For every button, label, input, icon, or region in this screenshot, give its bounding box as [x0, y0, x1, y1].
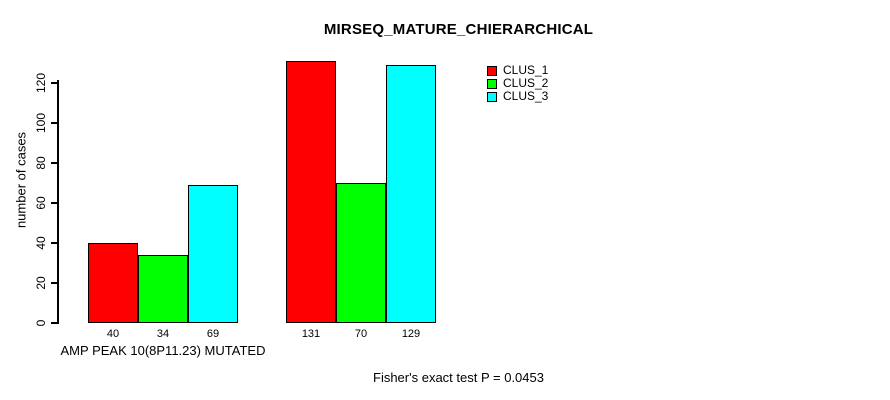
y-tick-label: 20	[34, 276, 48, 290]
y-tick-label: 40	[34, 236, 48, 250]
bar-clus_1-group1	[88, 243, 138, 323]
y-tick	[51, 282, 57, 284]
annotation-text: Fisher's exact test P = 0.0453	[373, 370, 544, 385]
y-tick	[51, 122, 57, 124]
y-tick-label: 0	[34, 319, 48, 327]
y-axis-line	[57, 80, 59, 324]
y-tick	[51, 242, 57, 244]
y-axis-title: number of cases	[13, 131, 29, 229]
legend-swatch	[487, 65, 497, 76]
y-tick	[51, 82, 57, 84]
legend-item-clus_3: CLUS_3	[487, 90, 548, 103]
y-tick	[51, 162, 57, 164]
bar-value-label: 40	[106, 328, 120, 340]
bar-value-label: 129	[401, 328, 421, 340]
legend-swatch	[487, 91, 497, 102]
y-tick-label: 100	[34, 112, 48, 134]
bar-value-label: 69	[206, 328, 220, 340]
y-tick	[51, 322, 57, 324]
bar-clus_3-group1	[188, 185, 238, 323]
x-axis-label: AMP PEAK 10(8P11.23) MUTATED	[60, 343, 266, 358]
legend-label: CLUS_2	[503, 76, 549, 90]
legend: CLUS_1 CLUS_2 CLUS_3	[487, 64, 548, 103]
bar-value-label: 70	[354, 328, 368, 340]
legend-item-clus_1: CLUS_1	[487, 64, 548, 77]
bar-value-label: 131	[301, 328, 321, 340]
y-tick	[51, 202, 57, 204]
y-tick-label: 60	[34, 196, 48, 210]
bar-clus_3-group2	[386, 65, 436, 323]
legend-item-clus_2: CLUS_2	[487, 77, 548, 90]
legend-label: CLUS_1	[503, 63, 549, 77]
legend-swatch	[487, 78, 497, 89]
bar-clus_1-group2	[286, 61, 336, 323]
bar-clus_2-group1	[138, 255, 188, 323]
chart-title: MIRSEQ_MATURE_CHIERARCHICAL	[323, 21, 594, 38]
y-tick-label: 120	[34, 72, 48, 94]
bar-clus_2-group2	[336, 183, 386, 323]
y-tick-label: 80	[34, 156, 48, 170]
legend-label: CLUS_3	[503, 89, 549, 103]
bar-value-label: 34	[156, 328, 170, 340]
